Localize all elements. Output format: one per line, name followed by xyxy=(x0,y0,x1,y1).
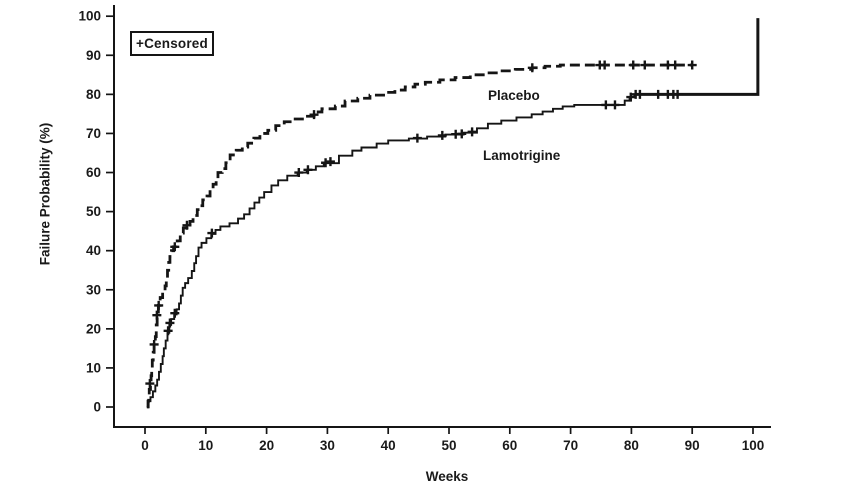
y-tick-label: 10 xyxy=(86,360,101,375)
x-tick-label: 50 xyxy=(441,438,456,453)
x-tick-label: 0 xyxy=(141,438,149,453)
x-tick-label: 20 xyxy=(259,438,274,453)
y-tick-label: 40 xyxy=(86,243,101,258)
y-tick-label: 50 xyxy=(86,204,101,219)
y-tick-label: 60 xyxy=(86,165,101,180)
y-tick-label: 90 xyxy=(86,48,101,63)
y-tick-label: 80 xyxy=(86,87,101,102)
series-curve-placebo xyxy=(146,63,693,409)
x-tick-label: 10 xyxy=(198,438,213,453)
y-axis-title: Failure Probability (%) xyxy=(37,122,53,266)
placebo-series-label: Placebo xyxy=(488,88,540,103)
x-tick-label: 30 xyxy=(320,438,335,453)
series-curve-lamotrigine xyxy=(146,94,636,408)
censored-legend-box: +Censored xyxy=(130,31,214,56)
x-tick-label: 80 xyxy=(624,438,639,453)
y-tick-label: 30 xyxy=(86,282,101,297)
x-axis-title: Weeks xyxy=(425,469,469,484)
x-tick-label: 90 xyxy=(685,438,700,453)
axis-lines xyxy=(113,5,771,428)
x-tick-label: 70 xyxy=(563,438,578,453)
y-tick-label: 100 xyxy=(78,9,101,24)
x-tick-label: 60 xyxy=(502,438,517,453)
series-curve-lamotrigine-tail xyxy=(634,18,760,96)
y-tick-label: 20 xyxy=(86,321,101,336)
lamotrigine-series-label: Lamotrigine xyxy=(483,148,561,163)
censor-marks-lamotrigine xyxy=(163,89,683,336)
censored-legend-label: +Censored xyxy=(136,36,208,51)
y-tick-label: 0 xyxy=(93,400,101,415)
x-tick-label: 100 xyxy=(742,438,765,453)
y-tick-label: 70 xyxy=(86,126,101,141)
x-tick-label: 40 xyxy=(381,438,396,453)
censor-marks-placebo xyxy=(145,60,697,389)
